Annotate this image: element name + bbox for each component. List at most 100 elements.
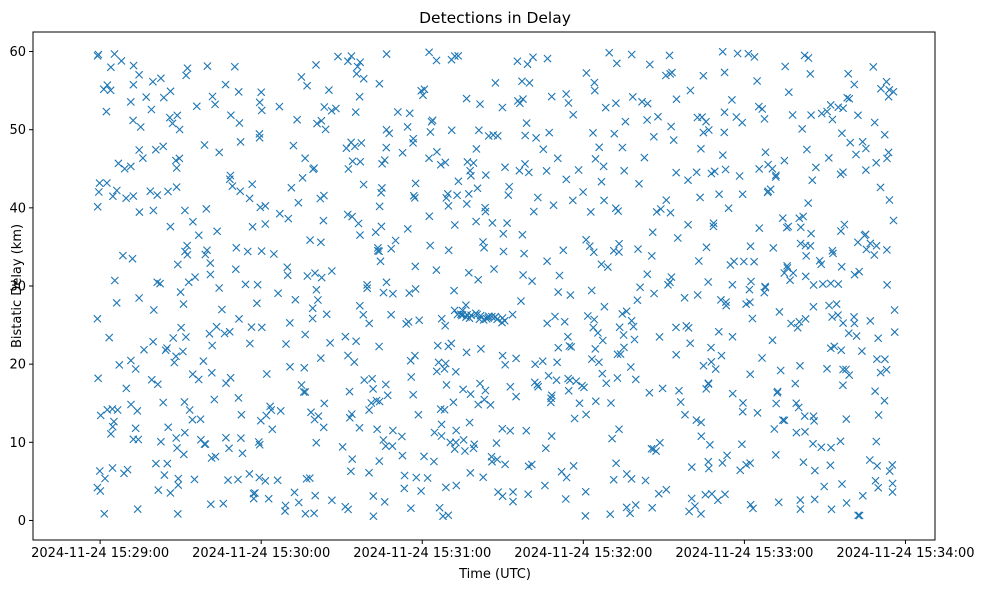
detection-point — [564, 386, 573, 395]
detection-point — [159, 142, 168, 151]
detection-point — [351, 108, 360, 117]
detection-point — [461, 301, 470, 310]
detection-point — [809, 439, 817, 448]
detection-point — [745, 285, 754, 294]
detection-point — [861, 144, 870, 153]
detection-point — [880, 130, 889, 139]
detection-point — [804, 199, 813, 208]
detection-point — [235, 119, 244, 127]
detection-point — [645, 388, 654, 397]
detection-point — [590, 86, 599, 95]
detection-point — [799, 212, 808, 221]
detection-point — [208, 341, 217, 350]
detection-point — [493, 455, 502, 464]
detection-point — [202, 204, 211, 213]
detection-point — [429, 457, 438, 466]
detection-point — [101, 474, 109, 483]
detection-point — [283, 271, 292, 280]
detection-point — [647, 251, 656, 260]
detection-point — [180, 206, 189, 215]
detection-point — [843, 93, 852, 102]
detection-point — [420, 452, 428, 461]
y-tick-label: 60 — [9, 45, 26, 60]
detection-point — [553, 154, 562, 163]
chart-title: Detections in Delay — [419, 9, 571, 27]
detection-point — [866, 239, 875, 248]
y-tick-label: 50 — [9, 123, 26, 138]
detection-point — [484, 312, 493, 321]
detection-point — [348, 455, 357, 464]
detection-point — [615, 239, 624, 248]
detection-point — [888, 479, 897, 488]
detection-point — [524, 490, 533, 499]
detection-point — [801, 314, 810, 323]
detection-point — [160, 471, 169, 480]
detection-point — [437, 432, 446, 440]
detection-point — [172, 352, 180, 361]
detection-point — [462, 348, 471, 357]
detection-point — [208, 92, 217, 101]
detection-point — [166, 488, 175, 497]
detection-point — [213, 227, 222, 236]
detection-point — [462, 199, 471, 208]
detection-point — [261, 201, 270, 210]
detection-point — [776, 366, 785, 375]
detection-point — [615, 425, 623, 434]
detection-point — [649, 132, 658, 141]
detection-point — [234, 393, 243, 402]
detection-point — [494, 488, 503, 497]
detection-point — [410, 351, 419, 360]
detection-point — [539, 145, 548, 154]
detection-point — [464, 268, 473, 277]
detection-point — [561, 495, 570, 503]
detection-point — [281, 501, 290, 510]
detection-point — [102, 107, 111, 116]
detection-point — [667, 273, 676, 282]
detection-point — [583, 312, 592, 320]
detection-point — [290, 488, 299, 497]
detection-point — [248, 180, 257, 189]
detection-point — [224, 476, 232, 485]
detection-point — [647, 444, 656, 453]
detection-point — [472, 144, 481, 153]
detection-point — [210, 395, 219, 404]
detection-point — [680, 293, 689, 302]
detection-point — [876, 368, 885, 377]
detection-point — [884, 148, 893, 157]
detection-point — [508, 310, 517, 319]
detection-point — [488, 218, 497, 227]
detection-point — [519, 271, 528, 279]
detection-point — [371, 228, 380, 237]
detection-point — [551, 312, 559, 321]
detection-point — [807, 111, 816, 120]
detection-point — [742, 300, 751, 309]
detection-point — [826, 461, 835, 470]
detection-point — [888, 460, 897, 469]
detection-point — [687, 463, 696, 472]
detection-point — [796, 239, 805, 248]
detection-point — [327, 106, 336, 115]
detection-point — [291, 295, 300, 304]
detection-point — [865, 456, 874, 464]
detection-point — [365, 406, 374, 415]
detection-point — [444, 246, 453, 255]
detection-point — [287, 183, 296, 192]
detection-point — [842, 365, 850, 374]
detection-point — [359, 180, 368, 189]
detection-point — [742, 460, 751, 469]
detection-point — [454, 177, 463, 186]
detection-point — [599, 162, 608, 171]
detection-point — [872, 437, 881, 446]
detection-point — [175, 154, 184, 163]
detection-point — [696, 144, 705, 153]
detection-point — [702, 384, 711, 393]
detection-point — [746, 500, 755, 509]
detection-point — [234, 87, 243, 96]
detection-point — [117, 56, 126, 65]
detection-point — [882, 77, 891, 86]
detection-point — [156, 279, 165, 288]
detection-point — [769, 243, 778, 252]
detection-point — [874, 334, 883, 343]
detection-point — [544, 371, 553, 380]
detection-point — [310, 164, 319, 173]
